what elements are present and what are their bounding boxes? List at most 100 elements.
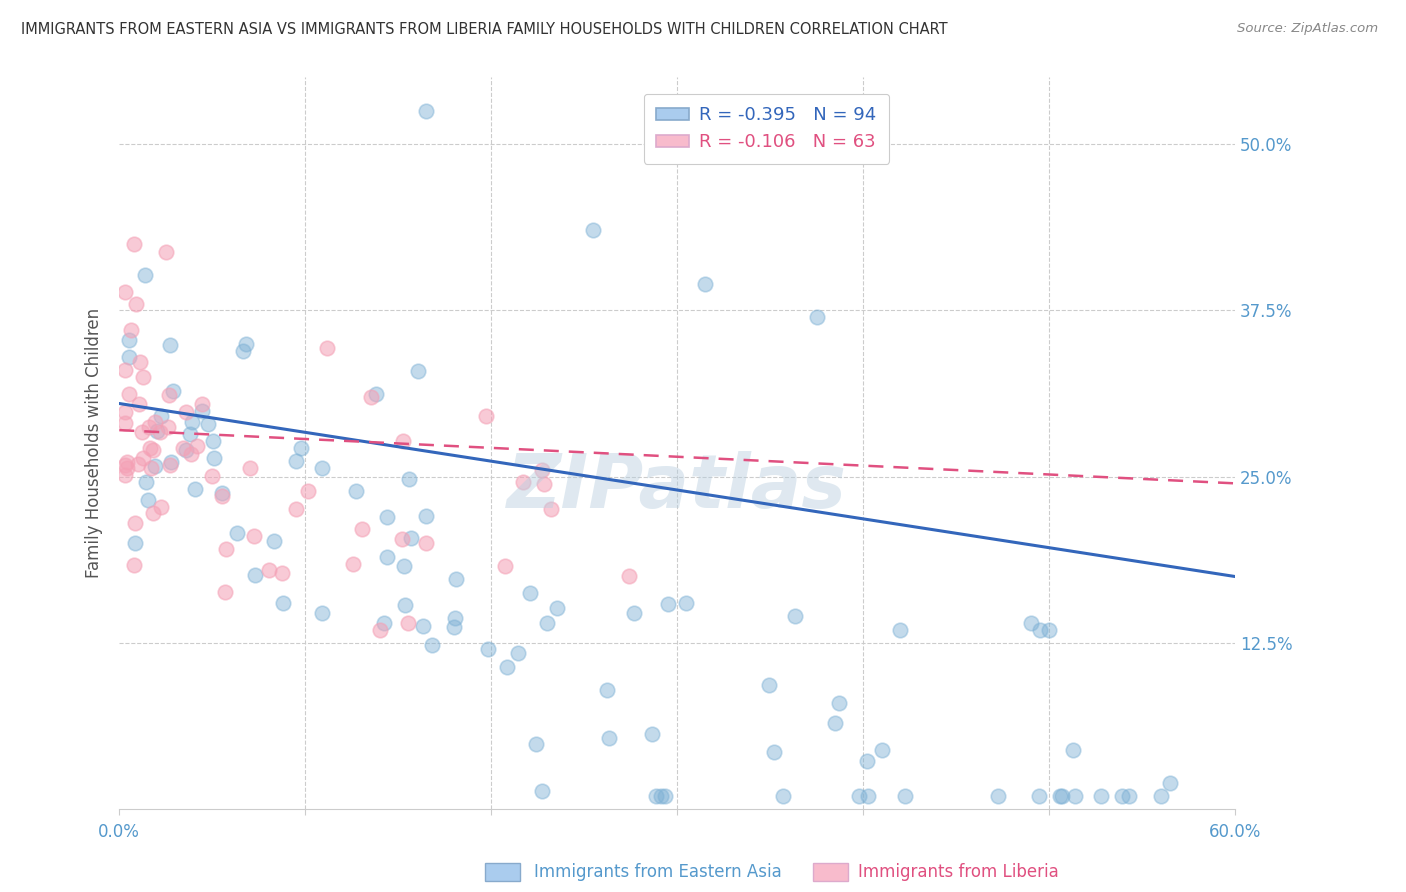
Point [1050, 789, 1073, 804]
Point [316, 341, 339, 355]
Point [180, 447, 202, 461]
Point [654, 789, 676, 804]
Point [392, 434, 415, 448]
Text: IMMIGRANTS FROM EASTERN ASIA VS IMMIGRANTS FROM LIBERIA FAMILY HOUSEHOLDS WITH C: IMMIGRANTS FROM EASTERN ASIA VS IMMIGRAN… [21, 22, 948, 37]
Point [117, 333, 139, 347]
Point [475, 409, 498, 423]
Point [420, 639, 443, 653]
Point [494, 558, 516, 573]
Point [150, 500, 173, 514]
Point [174, 405, 197, 419]
Point [114, 285, 136, 300]
Point [138, 442, 160, 456]
Point [828, 696, 851, 710]
Point [399, 532, 422, 546]
Point [159, 338, 181, 352]
Point [114, 363, 136, 377]
Point [124, 516, 146, 531]
Point [444, 611, 467, 625]
Point [122, 236, 145, 251]
Point [617, 568, 640, 582]
Point [138, 420, 160, 434]
Point [872, 743, 894, 757]
Point [176, 443, 198, 458]
Point [394, 559, 416, 574]
Point [645, 789, 668, 804]
Point [596, 682, 619, 697]
Point [415, 536, 437, 550]
Point [239, 461, 262, 475]
Point [235, 337, 257, 351]
Y-axis label: Family Households with Children: Family Households with Children [86, 309, 103, 579]
Point [536, 616, 558, 631]
Point [157, 420, 180, 434]
Legend: R = -0.395   N = 94, R = -0.106   N = 63: R = -0.395 N = 94, R = -0.106 N = 63 [644, 94, 890, 164]
Point [762, 745, 785, 759]
Point [848, 789, 870, 804]
Text: ZIPatlas: ZIPatlas [508, 450, 848, 524]
Point [477, 642, 499, 657]
Point [598, 731, 620, 745]
Point [285, 454, 308, 468]
Point [444, 572, 467, 586]
Point [366, 387, 388, 401]
Point [344, 484, 367, 499]
Point [143, 459, 166, 474]
Point [284, 501, 307, 516]
Point [496, 660, 519, 674]
Point [132, 370, 155, 384]
Point [271, 596, 294, 610]
Point [115, 454, 138, 468]
Text: Immigrants from Liberia: Immigrants from Liberia [858, 863, 1059, 881]
Point [772, 789, 794, 804]
Point [311, 607, 333, 621]
Point [141, 461, 163, 475]
Point [519, 586, 541, 600]
Point [391, 533, 413, 547]
Point [159, 388, 181, 402]
Point [856, 754, 879, 768]
Point [1028, 789, 1050, 804]
Point [540, 502, 562, 516]
Point [243, 567, 266, 582]
Point [263, 533, 285, 548]
Point [352, 522, 374, 536]
Point [506, 646, 529, 660]
Point [211, 489, 233, 503]
Point [1062, 743, 1084, 757]
Point [201, 434, 224, 449]
Point [1049, 789, 1071, 804]
Point [114, 468, 136, 483]
Point [1149, 789, 1171, 804]
Point [623, 606, 645, 620]
Point [824, 715, 846, 730]
Point [150, 409, 173, 424]
Point [201, 468, 224, 483]
Point [127, 457, 149, 471]
Point [162, 384, 184, 398]
Point [1038, 623, 1060, 637]
Point [183, 483, 205, 497]
Point [211, 486, 233, 500]
Point [159, 458, 181, 472]
Point [290, 441, 312, 455]
Point [546, 601, 568, 615]
Point [640, 727, 662, 741]
Point [693, 277, 716, 291]
Point [443, 619, 465, 633]
Point [118, 387, 141, 401]
Point [190, 397, 212, 411]
Point [197, 417, 219, 432]
Point [297, 484, 319, 499]
Point [806, 310, 828, 324]
Point [396, 616, 419, 631]
Point [783, 609, 806, 624]
Point [394, 599, 416, 613]
Point [398, 472, 420, 486]
Point [650, 789, 672, 804]
Point [894, 789, 917, 804]
Point [524, 738, 547, 752]
Point [987, 789, 1010, 804]
Point [1111, 789, 1133, 804]
Point [120, 323, 142, 337]
